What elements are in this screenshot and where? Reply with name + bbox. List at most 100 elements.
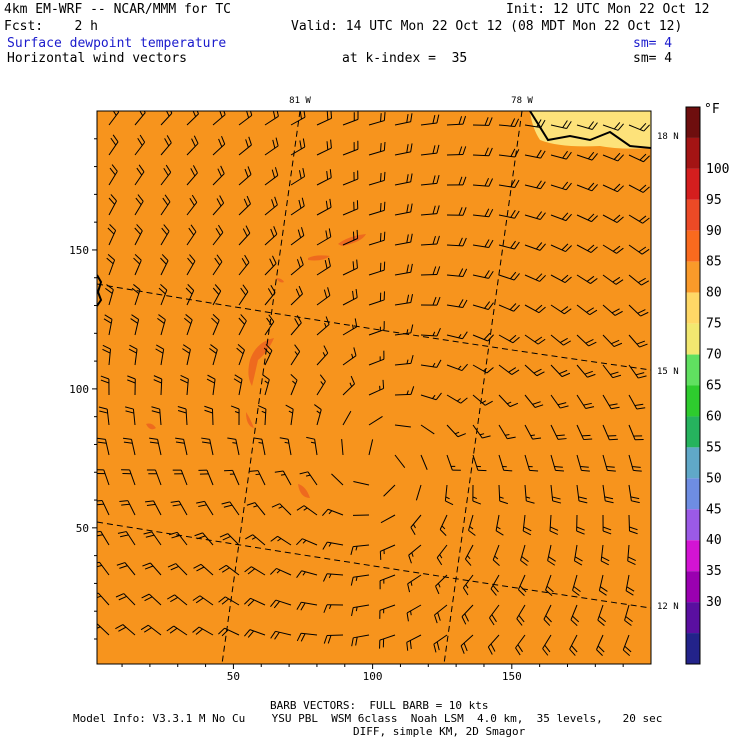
colorbar-swatch — [686, 540, 700, 572]
wind-barb — [160, 224, 170, 246]
wind-barb — [628, 153, 650, 163]
wind-barb — [186, 194, 198, 216]
wind-barb — [576, 244, 598, 253]
wind-barb — [602, 274, 624, 285]
colorbar-label: 60 — [706, 409, 722, 424]
wind-barb — [219, 533, 240, 546]
wind-barb — [498, 394, 519, 408]
wind-barb — [238, 254, 250, 276]
wind-barb — [468, 514, 476, 536]
wind-barb — [394, 454, 406, 468]
wind-barb — [296, 570, 318, 578]
wind-barb — [204, 405, 214, 426]
wind-barb — [368, 141, 386, 156]
smoothing-1: sm= 4 — [633, 36, 673, 51]
wind-barb — [238, 166, 252, 186]
wind-barb — [550, 274, 572, 284]
wind-barb — [433, 634, 448, 653]
wind-barb — [446, 146, 467, 156]
wind-barb — [379, 544, 396, 560]
wind-barb — [166, 625, 188, 636]
wind-barb — [434, 604, 448, 624]
wind-barb — [106, 254, 116, 276]
wind-barb — [175, 437, 188, 456]
wind-barb — [316, 316, 330, 336]
field-title-dewpoint: Surface dewpoint temperature — [7, 36, 227, 51]
colorbar-label: 40 — [706, 533, 722, 548]
wind-barb — [472, 454, 487, 472]
wind-barb — [244, 566, 266, 576]
wind-barb — [103, 314, 113, 336]
wind-barb — [322, 508, 344, 516]
wind-barb — [524, 454, 539, 472]
wind-barb — [379, 634, 396, 649]
wind-barb — [410, 514, 422, 536]
wind-barb — [230, 405, 240, 426]
latitude-label: 18 N — [657, 132, 679, 142]
wind-barb — [316, 257, 331, 276]
wind-barb — [628, 184, 650, 193]
wind-barb — [446, 268, 468, 278]
wind-barb — [549, 514, 559, 535]
wind-barb — [520, 544, 529, 566]
wind-barb — [342, 140, 359, 156]
wind-barb — [127, 375, 136, 396]
wind-barb — [264, 196, 278, 216]
wind-barb — [238, 314, 247, 336]
wind-barb — [547, 544, 556, 566]
wind-barb — [264, 111, 279, 126]
wind-barb — [117, 531, 136, 546]
wind-barb — [515, 634, 526, 656]
wind-barb — [105, 284, 114, 306]
wind-barb — [145, 500, 162, 516]
wind-barb — [290, 344, 301, 366]
wind-barb — [224, 469, 240, 486]
wind-barb — [264, 284, 276, 306]
wind-barb — [212, 136, 226, 156]
wind-barb — [490, 574, 500, 596]
wind-barb — [550, 150, 572, 160]
wind-barb — [270, 630, 292, 640]
wind-barb — [97, 530, 110, 546]
wind-barb — [394, 113, 413, 126]
wind-barb — [253, 437, 266, 456]
wind-barb — [290, 374, 298, 396]
wind-barb — [628, 364, 647, 379]
wind-barb — [569, 634, 578, 656]
colorbar-swatch — [686, 107, 700, 138]
lat-lon-gridline — [97, 283, 651, 371]
colorbar-swatch — [686, 385, 700, 417]
coastline — [529, 111, 651, 149]
wind-barb — [212, 254, 223, 276]
wind-barb — [446, 424, 466, 438]
wind-barb — [233, 374, 243, 396]
wind-barb — [446, 207, 467, 216]
wind-barb — [472, 239, 494, 249]
wind-barb — [368, 201, 386, 216]
wind-barb — [550, 454, 564, 472]
wind-barb — [524, 334, 546, 345]
wind-barb — [201, 437, 214, 456]
wind-barb — [472, 117, 493, 126]
wind-barb — [498, 148, 520, 158]
wind-barb — [498, 240, 520, 250]
wind-barb — [394, 203, 413, 216]
wind-barb — [394, 233, 413, 246]
wind-barb — [102, 344, 112, 366]
wind-barb — [316, 139, 332, 156]
wind-barb — [368, 231, 386, 246]
wind-barb — [446, 299, 468, 308]
wind-barb — [622, 634, 632, 656]
wind-barb — [550, 394, 569, 409]
wind-barb — [368, 112, 386, 126]
wind-barb — [420, 392, 442, 401]
wind-barb — [180, 374, 189, 396]
wind-barb — [446, 363, 468, 372]
colorbar-label: 70 — [706, 348, 722, 363]
x-tick-label: 100 — [363, 670, 383, 683]
wind-barb — [134, 194, 144, 216]
wind-barb — [125, 406, 136, 426]
wind-barb — [296, 505, 318, 516]
wind-barb — [472, 364, 494, 374]
wind-barb — [342, 200, 359, 216]
